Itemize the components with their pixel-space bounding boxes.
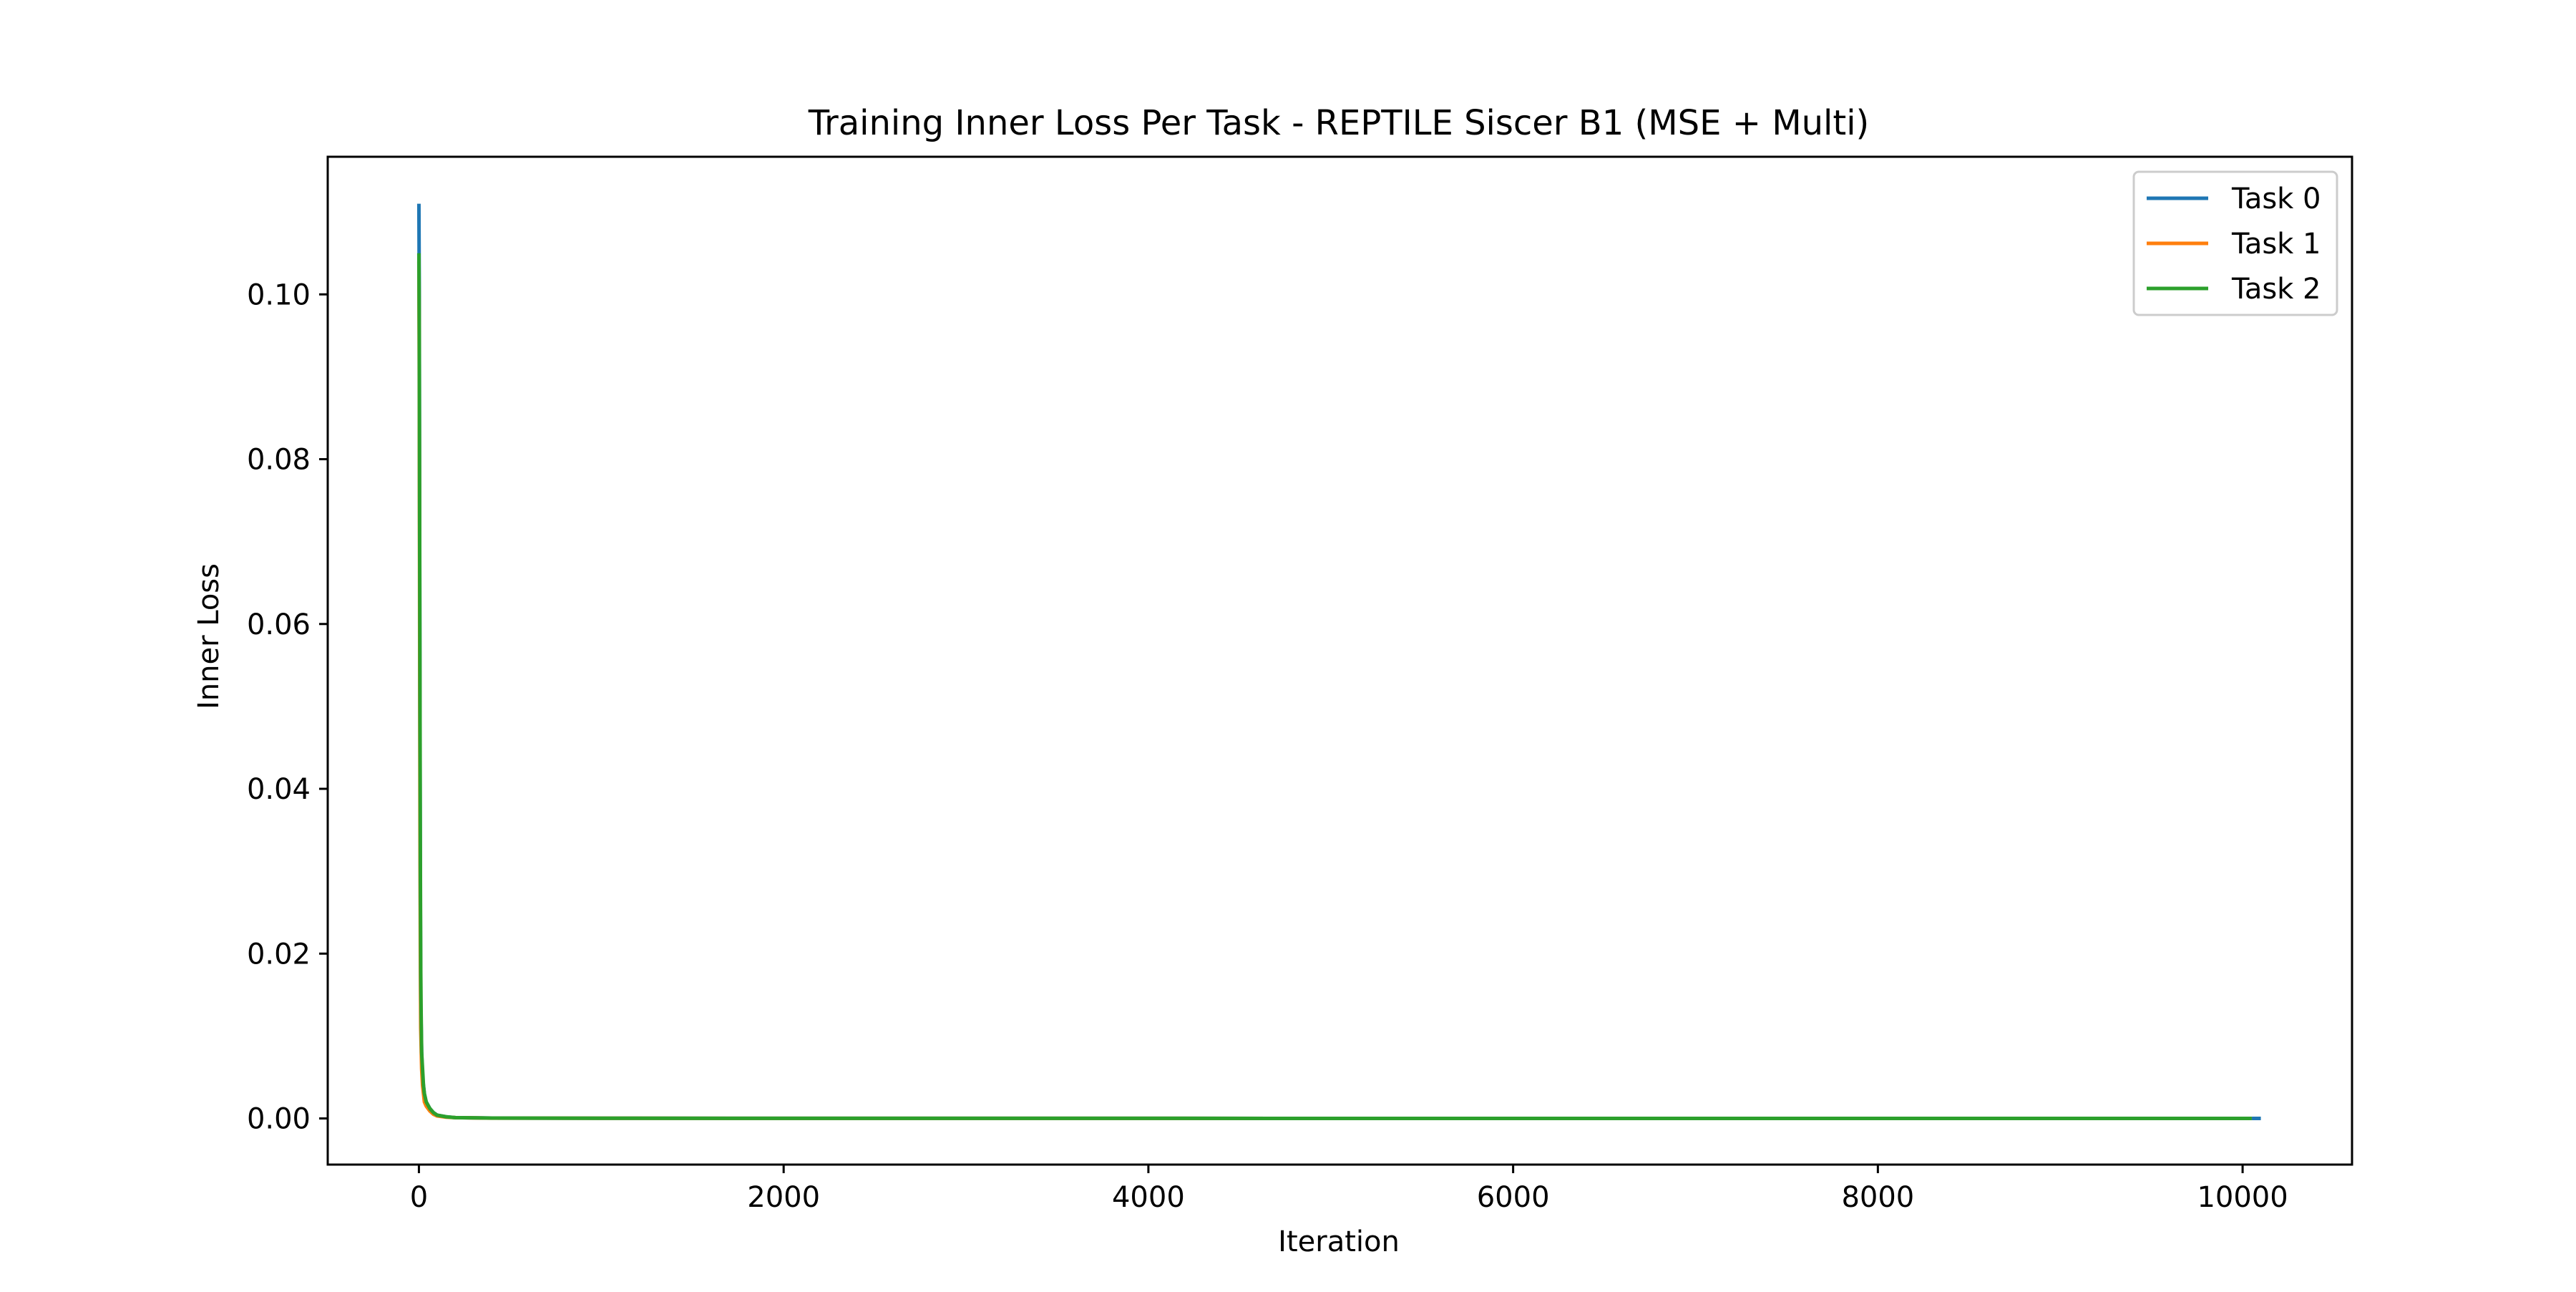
y-tick-label: 0.02 — [247, 938, 311, 971]
legend-box — [2132, 170, 2338, 316]
legend-label-task-2: Task 2 — [2231, 273, 2321, 306]
x-tick-label: 8000 — [1841, 1181, 1914, 1214]
y-tick-label: 0.08 — [247, 444, 311, 477]
y-tick-label: 0.10 — [247, 278, 311, 311]
y-tick-label: 0.04 — [247, 773, 311, 806]
y-axis-label: Inner Loss — [192, 563, 225, 709]
x-axis-label: Iteration — [1278, 1225, 1400, 1258]
x-tick-label: 6000 — [1477, 1181, 1550, 1214]
x-tick-label: 0 — [410, 1181, 428, 1214]
y-tick-label: 0.00 — [247, 1103, 311, 1136]
x-tick-label: 4000 — [1112, 1181, 1185, 1214]
legend: Task 0 Task 1 Task 2 — [2132, 170, 2338, 316]
legend-label-task-1: Task 1 — [2231, 228, 2321, 261]
chart-title: Training Inner Loss Per Task - REPTILE S… — [808, 103, 1870, 143]
plot-area: 0 2000 4000 6000 8000 10000 0.00 0.02 0.04 0.06 0.… — [247, 155, 2353, 1214]
x-tick-label: 2000 — [747, 1181, 820, 1214]
legend-label-task-0: Task 0 — [2231, 183, 2321, 215]
series-line-task-2 — [416, 253, 2252, 1121]
y-tick-label: 0.06 — [247, 608, 311, 641]
axes-frame — [326, 155, 2353, 1166]
x-tick-label: 10000 — [2197, 1181, 2288, 1214]
